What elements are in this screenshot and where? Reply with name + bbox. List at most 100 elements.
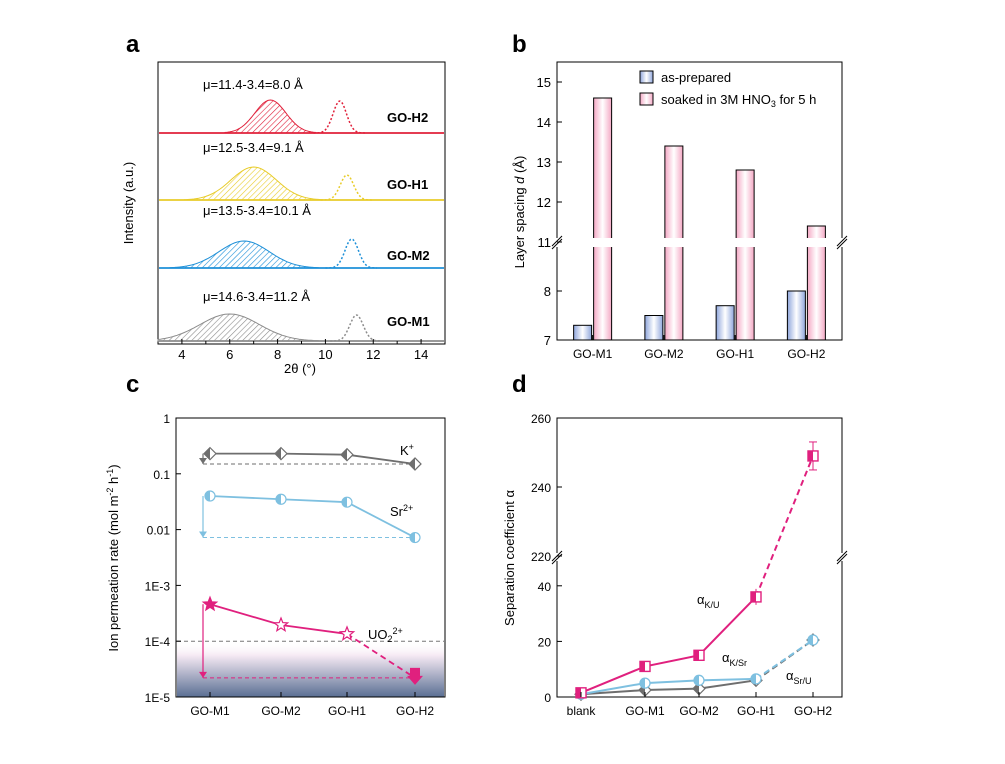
y-tick-label: 0 — [544, 691, 551, 705]
series-label-go-h2: GO-H2 — [387, 110, 428, 125]
panel-c: 1E-5 1E-4 1E-3 0.01 0.1 1 GO-M1 GO-M2 GO-H1 GO-H2… — [105, 412, 446, 718]
y-tick-label: 8 — [544, 284, 551, 299]
label-alpha-sr-u: αSr/U — [786, 668, 812, 686]
legend-label-soaked: soaked in 3M HNO3 for 5 h — [661, 92, 816, 109]
marker-sr-half — [410, 532, 415, 543]
y-tick-label: 240 — [531, 481, 551, 495]
panel-a-ticks: 4 6 8 10 12 14 — [178, 339, 428, 362]
bar-soaked-go-h2 — [806, 225, 826, 341]
x-tick-label: GO-H2 — [794, 704, 832, 718]
dotted-peak-go-m1 — [330, 314, 382, 342]
marker-uo2 — [272, 616, 290, 633]
y-tick-label: 1 — [163, 412, 170, 426]
panel-letter-c: c — [126, 371, 139, 398]
x-tick-label: GO-H2 — [396, 704, 434, 718]
y-tick-label: 1E-4 — [145, 635, 171, 649]
series-label-go-m2: GO-M2 — [387, 248, 430, 263]
marker-alpha-k-sr-half — [694, 675, 699, 686]
y-tick-label: 20 — [538, 635, 552, 649]
bar-soaked-go-m1 — [593, 97, 613, 341]
marker-alpha-k-sr-half — [808, 635, 813, 646]
marker-uo2-arrow — [407, 667, 423, 685]
series-line-k-last — [346, 453, 416, 465]
series-line-alpha-k-u — [580, 596, 757, 694]
series-label-go-h1: GO-H1 — [387, 177, 428, 192]
annotation-go-m1: μ=14.6-3.4=11.2 Å — [203, 289, 310, 304]
series-line-alpha-k-sr-last — [755, 639, 814, 680]
dotted-peak-go-m2 — [325, 238, 377, 269]
marker-alpha-k-sr-half — [751, 673, 756, 684]
drop-arrowhead-uo2 — [199, 671, 207, 678]
panel-letter-b: b — [512, 31, 527, 58]
series-line-sr-last — [346, 501, 416, 539]
label-alpha-k-sr: αK/Sr — [722, 650, 747, 668]
x-tick-label: GO-M1 — [625, 704, 665, 718]
legend-swatch-soaked — [639, 92, 654, 106]
x-tick-label: 10 — [318, 347, 332, 362]
marker-alpha-k-u-half — [576, 687, 581, 698]
dotted-peak-go-h1 — [320, 174, 373, 201]
panel-d-ticks: 0 20 40 220 240 260 blank GO-M1 GO-M2 GO-H1 GO-H2 — [531, 412, 832, 718]
series-line-alpha-k-u-last — [755, 455, 814, 598]
axis-break-mark-left — [551, 238, 563, 250]
marker-alpha-k-u-half — [751, 591, 756, 602]
marker-alpha-k-u-half — [694, 650, 699, 661]
panel-b-ticks: 7 8 11 12 13 14 15 GO-M1 GO-M2 GO-H1 GO-H2 — [537, 75, 826, 361]
x-tick-label: 8 — [274, 347, 281, 362]
marker-alpha-k-u-half — [808, 450, 813, 461]
y-tick-label: 12 — [537, 195, 551, 210]
marker-k-half — [275, 447, 281, 460]
x-tick-label: 4 — [178, 347, 185, 362]
hatched-peak-go-h1 — [183, 166, 324, 201]
label-uo2-ion: UO22+ — [368, 626, 403, 644]
panel-b-frame — [556, 61, 843, 341]
axis-break-mark-right — [836, 238, 848, 250]
annotation-go-m2: μ=13.5-3.4=10.1 Å — [203, 203, 311, 218]
bar-soaked-go-h1 — [735, 169, 755, 341]
bar-as-prepared-go-m2 — [644, 315, 664, 341]
panel-a-ylabel: Intensity (a.u.) — [121, 162, 136, 244]
series-label-go-m1: GO-M1 — [387, 314, 430, 329]
marker-k-half — [409, 457, 415, 470]
label-alpha-k-u: αK/U — [697, 592, 720, 610]
axis-break-mark-right — [836, 550, 848, 562]
y-tick-label: 0.1 — [153, 468, 170, 482]
panel-letter-d: d — [512, 371, 527, 398]
axis-break-gap — [552, 553, 847, 561]
marker-alpha-k-u-half — [640, 661, 645, 672]
axis-break-gap — [552, 238, 847, 247]
panel-c-plot — [177, 446, 444, 697]
marker-k-half — [341, 448, 347, 461]
drop-arrowhead-k — [199, 457, 207, 464]
axis-break-mark-right — [836, 553, 848, 565]
y-tick-label: 40 — [538, 580, 552, 594]
bar-as-prepared-go-h2 — [786, 290, 806, 341]
panel-a: 4 6 8 10 12 14 2θ (°) Intensity (a.u.) μ=11.4… — [121, 61, 446, 376]
panel-c-frame — [175, 417, 446, 698]
marker-sr-half — [205, 491, 210, 502]
panel-d-plot — [551, 441, 848, 702]
label-sr-ion: Sr2+ — [390, 503, 413, 519]
hatched-peak-go-h2 — [224, 99, 317, 134]
y-tick-label: 11 — [538, 235, 552, 250]
hatched-peak-go-m1 — [157, 313, 319, 342]
x-tick-label: GO-M2 — [679, 704, 719, 718]
annotation-go-h2: μ=11.4-3.4=8.0 Å — [203, 77, 303, 92]
marker-sr-half — [276, 494, 281, 505]
panel-a-plot — [157, 99, 444, 342]
label-k-ion: K+ — [400, 442, 414, 458]
drop-arrowhead-sr — [199, 531, 207, 538]
legend-label-as-prepared: as-prepared — [661, 70, 731, 85]
y-tick-label: 1E-3 — [145, 579, 171, 593]
x-tick-label: GO-H1 — [716, 347, 754, 361]
y-tick-label: 1E-5 — [145, 691, 171, 705]
y-tick-label: 260 — [531, 412, 551, 426]
x-tick-label: GO-H1 — [737, 704, 775, 718]
y-tick-label: 0.01 — [147, 524, 171, 538]
panel-letter-a: a — [126, 31, 140, 58]
x-tick-label: 6 — [226, 347, 233, 362]
y-tick-label: 15 — [537, 75, 551, 90]
axis-break-mark-left — [551, 235, 563, 247]
